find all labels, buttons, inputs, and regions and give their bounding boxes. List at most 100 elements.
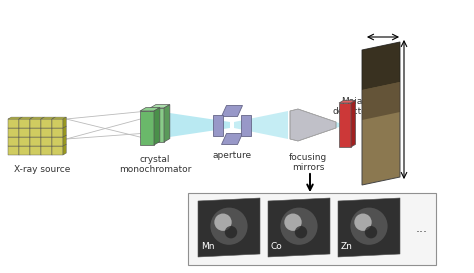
Polygon shape xyxy=(41,144,44,155)
Polygon shape xyxy=(163,112,230,138)
Polygon shape xyxy=(41,137,52,146)
Polygon shape xyxy=(52,146,63,155)
Polygon shape xyxy=(41,135,44,146)
Polygon shape xyxy=(41,144,55,146)
Circle shape xyxy=(210,207,247,245)
Polygon shape xyxy=(362,42,400,185)
Polygon shape xyxy=(8,144,22,146)
Polygon shape xyxy=(41,128,52,137)
Polygon shape xyxy=(19,117,33,119)
Polygon shape xyxy=(338,198,400,257)
Polygon shape xyxy=(150,108,164,142)
Polygon shape xyxy=(19,126,22,137)
Polygon shape xyxy=(30,135,44,137)
Text: Mn: Mn xyxy=(201,242,215,251)
Polygon shape xyxy=(19,135,22,146)
Polygon shape xyxy=(41,146,52,155)
Polygon shape xyxy=(268,198,330,257)
Polygon shape xyxy=(30,126,44,128)
Polygon shape xyxy=(8,146,19,155)
Polygon shape xyxy=(30,117,33,128)
Text: ...: ... xyxy=(416,222,428,236)
Text: Maia
detector: Maia detector xyxy=(333,97,371,116)
Polygon shape xyxy=(52,126,55,137)
Polygon shape xyxy=(30,126,33,137)
Polygon shape xyxy=(52,135,55,146)
Polygon shape xyxy=(234,111,288,139)
Circle shape xyxy=(365,226,377,238)
Polygon shape xyxy=(8,135,22,137)
Polygon shape xyxy=(221,133,243,144)
Polygon shape xyxy=(362,82,400,120)
Polygon shape xyxy=(351,100,356,147)
Polygon shape xyxy=(19,117,22,128)
Polygon shape xyxy=(8,119,19,128)
Text: aperture: aperture xyxy=(212,151,252,160)
Polygon shape xyxy=(8,126,22,128)
Polygon shape xyxy=(52,117,66,119)
Polygon shape xyxy=(19,144,33,146)
Circle shape xyxy=(355,213,372,231)
Polygon shape xyxy=(63,135,66,146)
Polygon shape xyxy=(8,128,19,137)
Polygon shape xyxy=(339,100,356,103)
Polygon shape xyxy=(19,135,33,137)
Polygon shape xyxy=(8,137,19,146)
Polygon shape xyxy=(30,144,44,146)
Polygon shape xyxy=(63,144,66,155)
Polygon shape xyxy=(41,117,44,128)
Polygon shape xyxy=(30,137,41,146)
Polygon shape xyxy=(213,114,223,135)
Polygon shape xyxy=(150,105,170,108)
Polygon shape xyxy=(30,135,33,146)
Polygon shape xyxy=(339,103,351,147)
Polygon shape xyxy=(41,119,52,128)
Polygon shape xyxy=(63,126,66,137)
Circle shape xyxy=(284,213,301,231)
Text: focusing
mirrors: focusing mirrors xyxy=(289,153,327,173)
Polygon shape xyxy=(164,105,170,142)
Polygon shape xyxy=(63,117,66,128)
Circle shape xyxy=(225,226,237,238)
Polygon shape xyxy=(19,137,30,146)
Polygon shape xyxy=(30,117,44,119)
Polygon shape xyxy=(19,119,30,128)
Polygon shape xyxy=(30,128,41,137)
Polygon shape xyxy=(19,126,33,128)
Polygon shape xyxy=(221,105,243,117)
Polygon shape xyxy=(52,144,55,155)
Polygon shape xyxy=(19,128,30,137)
Polygon shape xyxy=(52,144,66,146)
Polygon shape xyxy=(290,109,336,141)
Circle shape xyxy=(281,207,318,245)
Polygon shape xyxy=(52,117,55,128)
Polygon shape xyxy=(362,42,400,90)
Text: Co: Co xyxy=(271,242,283,251)
Polygon shape xyxy=(154,108,160,145)
Polygon shape xyxy=(8,117,22,119)
Polygon shape xyxy=(19,144,22,155)
Circle shape xyxy=(214,213,232,231)
Polygon shape xyxy=(52,137,63,146)
Polygon shape xyxy=(52,126,66,128)
FancyBboxPatch shape xyxy=(188,193,436,265)
Polygon shape xyxy=(336,122,339,128)
Polygon shape xyxy=(30,119,41,128)
Polygon shape xyxy=(41,126,55,128)
Text: Zn: Zn xyxy=(341,242,353,251)
Polygon shape xyxy=(41,135,55,137)
Text: X-ray source: X-ray source xyxy=(14,165,70,174)
Text: crystal
monochromator: crystal monochromator xyxy=(119,155,191,174)
Polygon shape xyxy=(198,198,260,257)
Polygon shape xyxy=(19,146,30,155)
Polygon shape xyxy=(41,117,55,119)
Polygon shape xyxy=(140,111,154,145)
Circle shape xyxy=(295,226,307,238)
Polygon shape xyxy=(140,108,160,111)
Polygon shape xyxy=(52,135,66,137)
Polygon shape xyxy=(241,114,251,135)
Polygon shape xyxy=(41,126,44,137)
Polygon shape xyxy=(30,146,41,155)
Polygon shape xyxy=(52,119,63,128)
Circle shape xyxy=(350,207,388,245)
